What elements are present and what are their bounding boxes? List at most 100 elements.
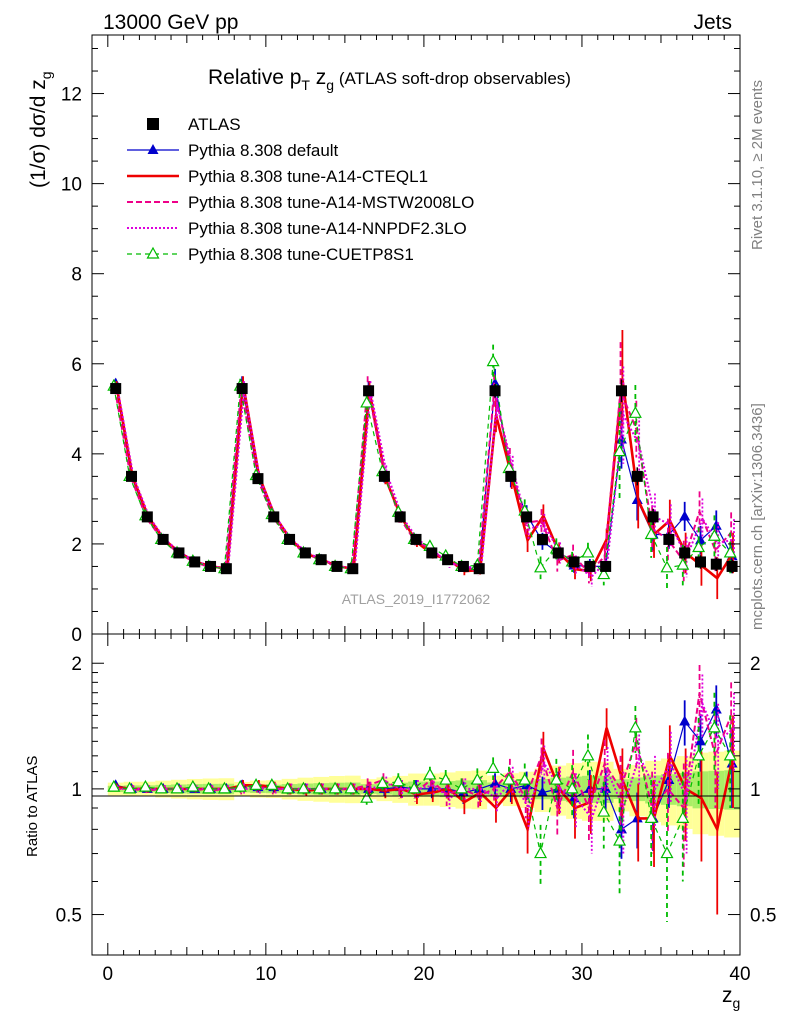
legend-label: Pythia 8.308 tune-CUETP8S1: [188, 245, 414, 264]
series-marker: [170, 781, 184, 794]
atlas-data-point: [252, 473, 264, 485]
atlas-data-point: [679, 547, 691, 559]
legend-entry: ATLAS: [147, 115, 241, 134]
atlas-data-point: [284, 533, 296, 545]
series-marker: [536, 786, 548, 797]
atlas-data-point: [331, 560, 343, 572]
series-marker: [470, 772, 484, 785]
x-tick-label: 10: [255, 964, 276, 985]
series-marker: [723, 545, 737, 558]
series-marker: [534, 560, 548, 573]
x-tick-label: 20: [413, 964, 434, 985]
atlas-data-point: [410, 533, 422, 545]
series-marker: [423, 767, 437, 780]
series-marker: [660, 560, 674, 573]
series-marker: [312, 781, 326, 794]
series-marker: [186, 779, 200, 792]
atlas-data-point: [694, 556, 706, 568]
legend-entry: Pythia 8.308 tune-CUETP8S1: [127, 245, 414, 264]
legend-label: Pythia 8.308 tune-A14-MSTW2008LO: [188, 193, 474, 212]
series-marker: [597, 804, 611, 817]
atlas-data-point: [189, 556, 201, 568]
series-marker: [233, 779, 247, 792]
atlas-data-point: [505, 470, 517, 482]
main-series-2: [115, 329, 735, 600]
y-tick-label: 8: [71, 265, 82, 286]
series-marker: [328, 781, 342, 794]
series-marker: [676, 557, 690, 570]
series-marker: [644, 811, 658, 823]
series-marker: [565, 781, 579, 794]
y-tick-label: 6: [71, 355, 82, 376]
series-marker: [486, 761, 500, 773]
atlas-data-point: [315, 554, 327, 566]
header-right: Jets: [693, 11, 732, 34]
x-tick-label: 40: [729, 964, 750, 985]
atlas-data-point: [126, 470, 138, 482]
legend-label: Pythia 8.308 default: [188, 141, 339, 160]
ratio-y-tick-label: 0.5: [56, 906, 82, 927]
series-marker: [707, 720, 721, 733]
atlas-data-point: [363, 385, 375, 397]
analysis-watermark: ATLAS_2019_I1772062: [342, 591, 491, 607]
series-marker: [710, 519, 722, 530]
y-tick-label: 4: [71, 445, 82, 466]
series-line: [116, 388, 735, 578]
ratio-line: [113, 726, 731, 856]
series-marker: [391, 774, 405, 787]
atlas-data-point: [489, 385, 501, 397]
atlas-data-point: [647, 511, 659, 523]
series-marker: [360, 790, 374, 803]
series-marker: [147, 144, 159, 154]
atlas-data-point: [663, 533, 675, 545]
series-marker: [486, 354, 500, 367]
series-marker: [217, 781, 231, 794]
atlas-data-point: [726, 560, 738, 572]
atlas-data-point: [442, 554, 454, 566]
series-marker: [489, 377, 501, 388]
ratio-series: [107, 665, 738, 922]
ratio-band-inner: [708, 770, 725, 809]
series-marker: [694, 534, 706, 545]
side-rivet-label: Rivet 3.1.10, ≥ 2M events: [749, 80, 766, 250]
atlas-data-point: [536, 533, 548, 545]
ratio-y-tick-label-right: 0.5: [750, 906, 776, 927]
series-marker: [679, 510, 691, 521]
series-marker: [249, 778, 263, 790]
series-marker: [407, 781, 421, 794]
series-marker: [694, 735, 706, 746]
x-axis-label: zg: [722, 984, 740, 1011]
ratio-line: [114, 692, 733, 811]
atlas-data-point: [347, 563, 359, 575]
series-marker: [146, 246, 160, 259]
ratio-series-4: [116, 674, 735, 854]
atlas-data-point: [600, 560, 612, 572]
series-marker: [707, 529, 721, 541]
series-marker: [123, 781, 137, 794]
series-marker: [679, 715, 691, 726]
series-line: [113, 361, 731, 577]
y-tick-label: 10: [61, 175, 82, 196]
atlas-data-point: [521, 511, 533, 523]
main-series: [107, 329, 738, 600]
series-marker: [344, 781, 358, 794]
ratio-band-inner: [629, 777, 646, 802]
atlas-data-point: [205, 560, 217, 572]
series-marker: [534, 846, 548, 859]
legend-marker-atlas: [147, 118, 159, 130]
atlas-data-point: [615, 385, 627, 397]
atlas-data-point: [173, 547, 185, 559]
series-marker: [107, 779, 121, 792]
atlas-data: [110, 379, 738, 575]
atlas-data-point: [552, 547, 564, 559]
legend-label: Pythia 8.308 tune-A14-CTEQL1: [188, 167, 428, 186]
atlas-data-point: [710, 558, 722, 570]
legend-entry: Pythia 8.308 tune-A14-CTEQL1: [127, 167, 428, 186]
atlas-data-point: [426, 547, 438, 559]
series-marker: [296, 781, 310, 794]
series-marker: [628, 406, 642, 418]
legend: ATLAS Pythia 8.308 default Pythia 8.308 tu…: [127, 115, 474, 264]
series-marker: [581, 545, 595, 558]
